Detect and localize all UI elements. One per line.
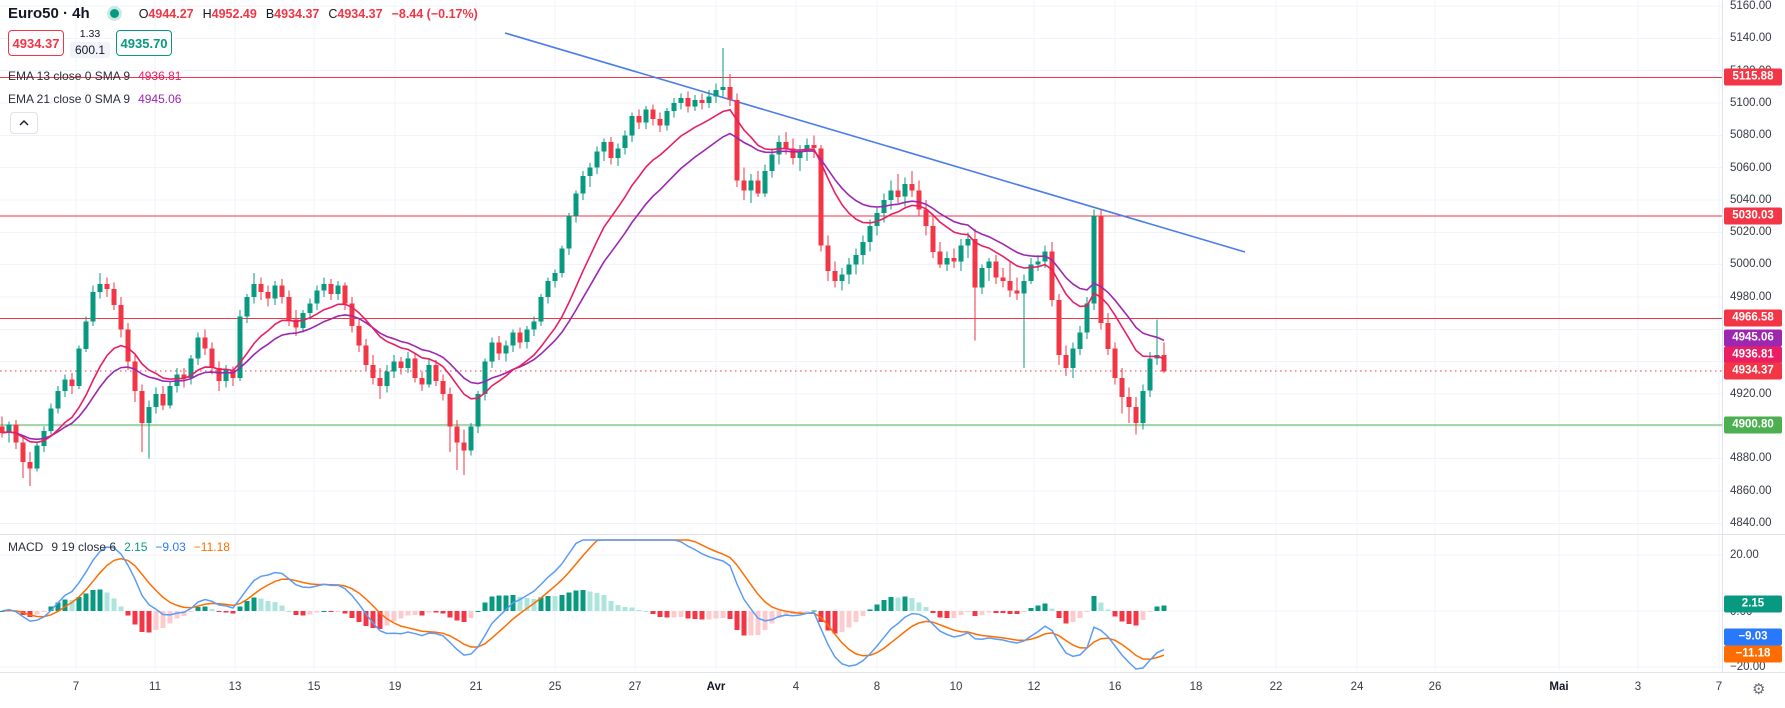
price-tag: 4900.80 (1724, 416, 1782, 434)
chevron-up-icon (19, 120, 29, 126)
price-tick: 4980.00 (1730, 291, 1772, 303)
spread-value: 1.33 (79, 28, 101, 40)
time-tick: 21 (469, 681, 483, 693)
macd-tag: −9.03 (1724, 628, 1782, 646)
buy-button[interactable]: 4935.70 (116, 30, 173, 57)
low-value: 4934.37 (274, 6, 320, 21)
time-tick: 7 (1715, 681, 1723, 693)
market-status-dot[interactable] (109, 9, 119, 18)
symbol-legend[interactable]: Euro50 · 4h O4944.27 H4952.49 B4934.37 C… (8, 5, 478, 22)
ema21-label: EMA 21 close 0 SMA 9 (8, 92, 131, 106)
price-tick: 4880.00 (1730, 452, 1772, 464)
sell-button[interactable]: 4934.37 (8, 30, 64, 57)
macd-line-value: −9.03 (155, 540, 186, 554)
ema13-label: EMA 13 close 0 SMA 9 (8, 69, 131, 83)
price-tag: 4936.81 (1724, 346, 1782, 364)
macd-tag: 2.15 (1724, 595, 1782, 613)
price-tick: 4840.00 (1730, 517, 1772, 529)
time-tick: 22 (1269, 681, 1283, 693)
close-label: C (328, 6, 338, 21)
symbol-title[interactable]: Euro50 · 4h (8, 5, 90, 22)
time-axis-border (0, 672, 1785, 673)
macd-hist-value: 2.15 (124, 540, 148, 554)
price-tick: 5080.00 (1730, 129, 1772, 141)
price-tag: 5030.03 (1724, 207, 1782, 225)
price-tick: 5140.00 (1730, 32, 1772, 44)
time-tick: 12 (1027, 681, 1041, 693)
time-tick: 19 (388, 681, 402, 693)
time-tick: 25 (548, 681, 562, 693)
high-value: 4952.49 (211, 6, 257, 21)
price-tag: 4934.37 (1724, 362, 1782, 380)
price-tag: 5115.88 (1724, 68, 1782, 86)
price-tick: 5020.00 (1730, 226, 1772, 238)
time-tick: 8 (873, 681, 881, 693)
trade-panel: 4934.37 1.33 600.1 4935.70 (8, 28, 173, 58)
time-tick: 24 (1350, 681, 1364, 693)
price-tick: 5060.00 (1730, 162, 1772, 174)
price-axis-border (1722, 0, 1723, 672)
open-value: 4944.27 (148, 6, 194, 21)
open-label: O (138, 6, 149, 21)
change-value: −8.44 (−0.17%) (391, 6, 478, 21)
time-tick: Mai (1549, 681, 1569, 693)
macd-title: MACD (8, 540, 44, 554)
macd-legend[interactable]: MACD 9 19 close 6 2.15 −9.03 −11.18 (8, 540, 230, 554)
time-tick: Avr (706, 681, 726, 693)
time-tick: 16 (1108, 681, 1122, 693)
macd-tag: −11.18 (1724, 645, 1782, 663)
time-tick: 27 (628, 681, 642, 693)
macd-tick: −20.00 (1730, 661, 1766, 673)
ohlc-values: O4944.27 H4952.49 B4934.37 C4934.37 −8.4… (139, 7, 478, 21)
price-tick: 5040.00 (1730, 194, 1772, 206)
price-tick: 4920.00 (1730, 388, 1772, 400)
time-tick: 11 (149, 681, 161, 693)
price-tag: 4966.58 (1724, 309, 1782, 327)
close-value: 4934.37 (337, 6, 383, 21)
time-tick: 10 (949, 681, 963, 693)
price-tick: 5000.00 (1730, 258, 1772, 270)
time-tick: 7 (72, 681, 80, 693)
price-tag: 4945.06 (1724, 329, 1782, 347)
price-tick: 5160.00 (1730, 0, 1772, 12)
gear-icon[interactable]: ⚙ (1752, 681, 1766, 698)
high-label: H (202, 6, 212, 21)
ema21-legend[interactable]: EMA 21 close 0 SMA 9 4945.06 (8, 92, 181, 106)
ema21-value: 4945.06 (138, 92, 182, 106)
counter-value: 600.1 (70, 41, 111, 58)
price-tick: 5100.00 (1730, 97, 1772, 109)
pane-divider[interactable] (0, 534, 1785, 535)
time-tick: 26 (1428, 681, 1442, 693)
macd-params: 9 19 close 6 (51, 540, 117, 554)
time-tick: 13 (228, 681, 242, 693)
time-tick: 15 (307, 681, 321, 693)
ema13-value: 4936.81 (138, 69, 182, 83)
price-tick: 4860.00 (1730, 485, 1772, 497)
low-label: B (265, 6, 275, 21)
time-tick: 18 (1189, 681, 1203, 693)
time-tick: 4 (792, 681, 800, 693)
spread-display: 1.33 600.1 (70, 28, 111, 58)
collapse-legend-button[interactable] (10, 112, 38, 134)
macd-signal-value: −11.18 (193, 540, 230, 554)
macd-tick: 20.00 (1730, 549, 1759, 561)
time-tick: 3 (1634, 681, 1642, 693)
ema13-legend[interactable]: EMA 13 close 0 SMA 9 4936.81 (8, 69, 181, 83)
